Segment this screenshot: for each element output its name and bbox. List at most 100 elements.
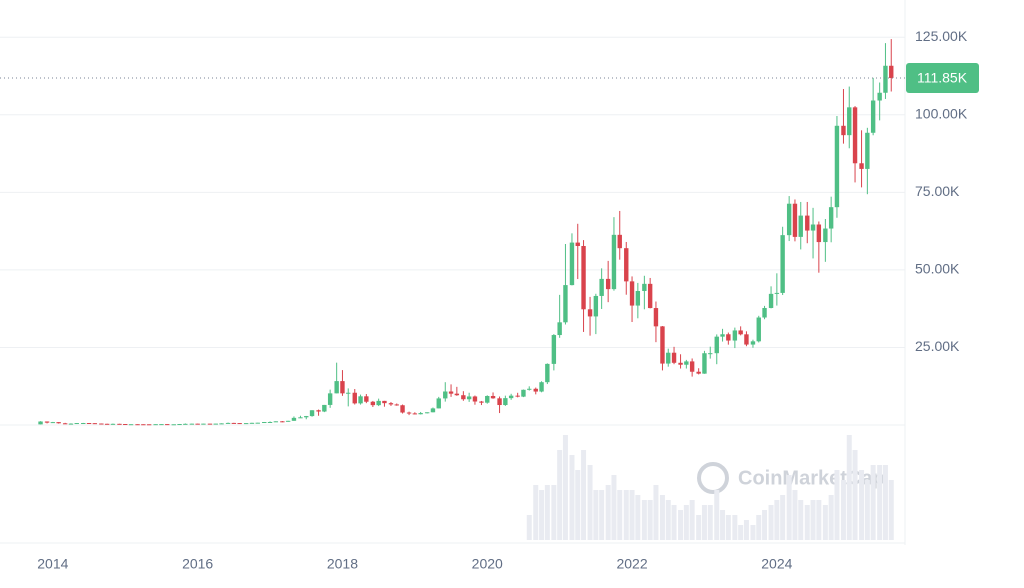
volume-bar: [683, 505, 689, 540]
candle-body: [123, 424, 128, 426]
candle-body: [841, 125, 846, 136]
candle-body: [388, 403, 394, 405]
x-tick-label: 2018: [327, 556, 358, 572]
candle-body: [521, 389, 526, 397]
candle-body: [738, 330, 743, 335]
volume-bar: [834, 470, 840, 540]
candle-body: [792, 203, 798, 237]
candle-body: [569, 242, 575, 286]
volume-bar: [725, 515, 731, 540]
volume-bar: [533, 485, 539, 540]
candle-body: [334, 381, 339, 394]
candle-body: [461, 395, 466, 400]
candle-body: [225, 422, 231, 424]
candle-body: [195, 423, 200, 425]
candle-body: [177, 424, 182, 426]
candle-body: [352, 392, 357, 404]
candle-body: [605, 278, 611, 290]
candle-body: [599, 278, 604, 296]
candle-body: [141, 424, 146, 426]
candle-body: [551, 335, 557, 364]
candle-body: [99, 423, 104, 425]
volume-bar: [792, 490, 798, 540]
candle-body: [382, 400, 387, 404]
candle-body: [400, 405, 405, 413]
volume-bar: [822, 505, 828, 540]
volume-bar: [647, 500, 653, 540]
candle-body: [412, 413, 418, 415]
candle-body: [267, 421, 273, 423]
volume-bar: [671, 505, 677, 540]
volume-bar: [864, 480, 870, 540]
volume-bar: [701, 505, 707, 540]
candle-body: [647, 283, 653, 309]
volume-bar: [605, 485, 611, 540]
candle-body: [689, 361, 695, 372]
volume-bar: [738, 525, 744, 540]
volume-bar: [743, 520, 749, 540]
volume-bar: [774, 500, 780, 540]
candle-body: [503, 398, 508, 406]
candle-body: [750, 341, 756, 345]
volume-bar: [544, 485, 550, 540]
x-tick-label: 2020: [472, 556, 503, 572]
candle-body: [581, 246, 586, 310]
candle-body: [50, 422, 56, 424]
volume-bar: [689, 500, 695, 540]
candle-body: [273, 421, 279, 423]
last-price-label: 111.85K: [917, 70, 968, 86]
candle-body: [128, 424, 134, 426]
candle-body: [309, 410, 315, 417]
candle-body: [171, 424, 176, 426]
candle-body: [678, 362, 683, 365]
y-tick-label: 100.00K: [915, 105, 968, 121]
volume-bar: [641, 500, 647, 540]
volume-bar: [611, 475, 617, 540]
volume-bar: [665, 500, 671, 540]
candle-body: [527, 388, 532, 390]
candle-body: [834, 125, 840, 208]
candle-body: [38, 421, 43, 425]
volume-bar: [593, 490, 599, 540]
candle-body: [424, 412, 430, 414]
candle-body: [859, 163, 864, 169]
candle-body: [726, 334, 731, 341]
candle-body: [756, 317, 761, 342]
candle-body: [847, 107, 852, 136]
candle-body: [189, 423, 195, 425]
candle-body: [762, 307, 767, 318]
candle-body: [153, 424, 158, 426]
candle-body: [430, 408, 436, 413]
candle-body: [159, 424, 164, 426]
volume-bar: [804, 505, 810, 540]
candle-body: [213, 423, 218, 425]
candle-body: [443, 391, 448, 399]
candle-body: [104, 423, 110, 425]
candle-body: [497, 398, 502, 406]
candle-body: [231, 422, 237, 424]
volume-bar: [696, 515, 702, 540]
candle-body: [575, 242, 580, 247]
volume-bar: [653, 485, 659, 540]
volume-bar: [707, 505, 713, 540]
candle-body: [870, 100, 876, 133]
candle-body: [611, 234, 617, 290]
candle-body: [62, 423, 68, 425]
candle-body: [545, 363, 550, 383]
candle-body: [593, 295, 599, 317]
candle-body: [666, 352, 671, 364]
volume-bar: [846, 435, 852, 540]
volume-bar: [780, 495, 786, 540]
volume-bar: [720, 510, 726, 540]
candle-body: [563, 285, 568, 323]
volume-bar: [629, 490, 635, 540]
candle-body: [485, 395, 490, 403]
volume-bar: [859, 470, 865, 540]
candle-body: [364, 396, 369, 402]
candle-body: [322, 404, 327, 412]
candle-body: [786, 203, 792, 236]
candle-body: [436, 398, 441, 409]
volume-bar: [756, 515, 762, 540]
candle-body: [81, 423, 86, 425]
candle-body: [714, 336, 719, 354]
